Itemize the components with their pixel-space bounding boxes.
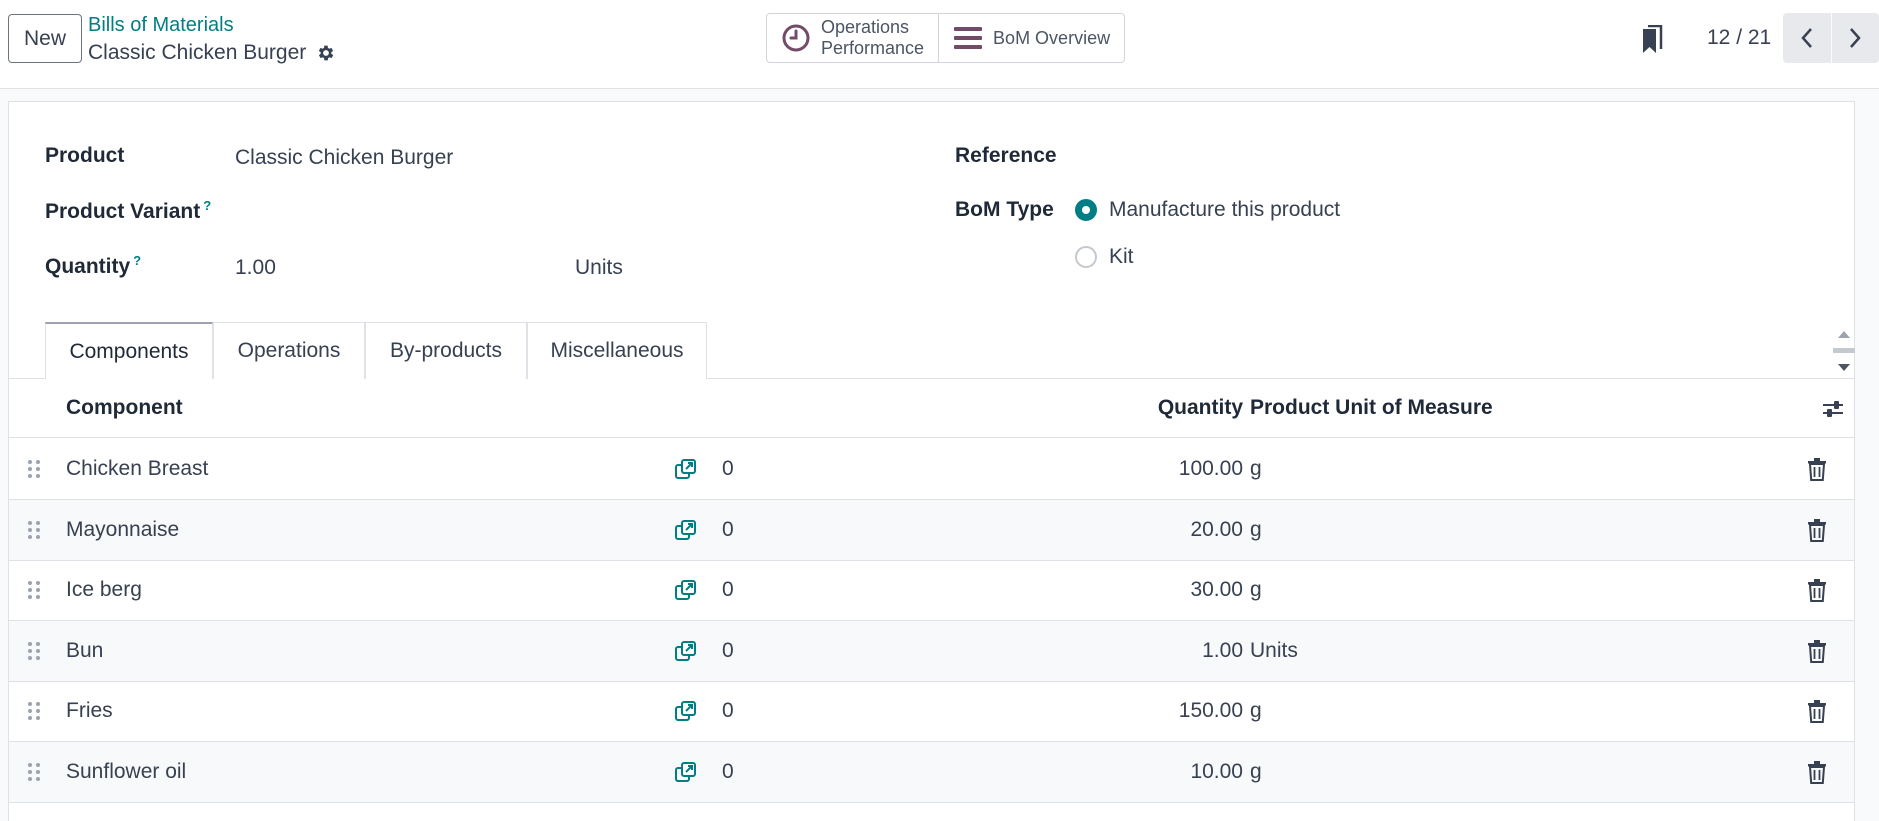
stock-cell: 0 xyxy=(722,760,734,784)
table-row[interactable]: Chicken Breast 0 100.00 g xyxy=(9,439,1854,500)
control-panel: New Bills of Materials Classic Chicken B… xyxy=(0,0,1879,89)
breadcrumb-parent[interactable]: Bills of Materials xyxy=(88,14,234,37)
chevron-right-icon xyxy=(1848,27,1862,49)
bom-overview-label: BoM Overview xyxy=(993,28,1110,49)
bom-type-kit-radio[interactable]: Kit xyxy=(1075,245,1134,269)
column-header-uom[interactable]: Product Unit of Measure xyxy=(1250,396,1493,420)
reference-field[interactable] xyxy=(1075,146,1675,172)
drag-handle-icon[interactable] xyxy=(27,641,41,661)
radio-unselected-icon xyxy=(1075,246,1097,268)
stock-cell: 0 xyxy=(722,639,734,663)
uom-cell[interactable]: g xyxy=(1250,760,1262,784)
bom-type-manufacture-radio[interactable]: Manufacture this product xyxy=(1075,198,1340,222)
column-header-component[interactable]: Component xyxy=(66,396,183,420)
quantity-cell[interactable]: 100.00 xyxy=(1113,457,1243,481)
help-icon[interactable]: ? xyxy=(133,253,141,268)
notebook-tabs: Components Operations By-products Miscel… xyxy=(9,322,1854,379)
external-link-icon[interactable] xyxy=(674,578,698,602)
drag-handle-icon[interactable] xyxy=(27,520,41,540)
tab-miscellaneous[interactable]: Miscellaneous xyxy=(527,322,707,379)
breadcrumb-current: Classic Chicken Burger xyxy=(88,41,336,65)
drag-handle-icon[interactable] xyxy=(27,762,41,782)
clock-icon xyxy=(781,23,811,53)
bom-type-label: BoM Type xyxy=(955,198,1054,222)
quantity-cell[interactable]: 1.00 xyxy=(1113,639,1243,663)
drag-handle-icon[interactable] xyxy=(27,580,41,600)
quantity-cell[interactable]: 10.00 xyxy=(1113,760,1243,784)
component-cell[interactable]: Bun xyxy=(66,639,103,663)
trash-icon[interactable] xyxy=(1807,519,1827,542)
quantity-cell[interactable]: 30.00 xyxy=(1113,578,1243,602)
quantity-uom-field[interactable]: Units xyxy=(575,256,623,280)
breadcrumb-current-label: Classic Chicken Burger xyxy=(88,41,306,65)
table-row[interactable]: Fries 0 150.00 g xyxy=(9,681,1854,742)
uom-cell[interactable]: Units xyxy=(1250,639,1298,663)
component-cell[interactable]: Mayonnaise xyxy=(66,518,179,542)
product-label: Product xyxy=(45,144,124,168)
tab-by-products[interactable]: By-products xyxy=(365,322,527,379)
help-icon[interactable]: ? xyxy=(203,198,211,213)
pager-next-button[interactable] xyxy=(1832,13,1879,63)
bookmark-icon[interactable] xyxy=(1641,25,1663,55)
drag-handle-icon[interactable] xyxy=(27,459,41,479)
radio-selected-icon xyxy=(1075,199,1097,221)
quantity-cell[interactable]: 20.00 xyxy=(1113,518,1243,542)
stock-cell: 0 xyxy=(722,457,734,481)
table-row[interactable]: Ice berg 0 30.00 g xyxy=(9,560,1854,621)
table-row[interactable]: Sunflower oil 0 10.00 g xyxy=(9,742,1854,803)
uom-cell[interactable]: g xyxy=(1250,457,1262,481)
component-cell[interactable]: Sunflower oil xyxy=(66,760,186,784)
trash-icon[interactable] xyxy=(1807,458,1827,481)
form-sheet: Product Classic Chicken Burger Product V… xyxy=(8,101,1855,821)
component-cell[interactable]: Ice berg xyxy=(66,578,142,602)
trash-icon[interactable] xyxy=(1807,700,1827,723)
product-variant-field[interactable] xyxy=(235,200,715,226)
external-link-icon[interactable] xyxy=(674,457,698,481)
bars-icon xyxy=(953,25,983,51)
drag-handle-icon[interactable] xyxy=(27,701,41,721)
tabs-scroll-indicator[interactable] xyxy=(1831,325,1857,377)
chevron-left-icon xyxy=(1800,27,1814,49)
column-header-quantity[interactable]: Quantity xyxy=(1154,396,1243,420)
bom-overview-button[interactable]: BoM Overview xyxy=(938,14,1124,62)
operations-performance-button[interactable]: Operations Performance xyxy=(767,14,938,62)
quantity-label: Quantity? xyxy=(45,253,141,279)
pager-buttons xyxy=(1783,13,1879,63)
trash-icon[interactable] xyxy=(1807,579,1827,602)
product-variant-label: Product Variant? xyxy=(45,198,211,224)
uom-cell[interactable]: g xyxy=(1250,518,1262,542)
stock-cell: 0 xyxy=(722,518,734,542)
stock-cell: 0 xyxy=(722,578,734,602)
pager-value[interactable]: 12 / 21 xyxy=(1707,26,1771,50)
external-link-icon[interactable] xyxy=(674,518,698,542)
table-row[interactable]: Bun 0 1.00 Units xyxy=(9,621,1854,682)
external-link-icon[interactable] xyxy=(674,639,698,663)
trash-icon[interactable] xyxy=(1807,640,1827,663)
quantity-field[interactable]: 1.00 xyxy=(235,256,276,280)
uom-cell[interactable]: g xyxy=(1250,699,1262,723)
external-link-icon[interactable] xyxy=(674,699,698,723)
gear-icon[interactable] xyxy=(316,43,336,63)
pager-previous-button[interactable] xyxy=(1783,13,1832,63)
component-cell[interactable]: Chicken Breast xyxy=(66,457,208,481)
new-button[interactable]: New xyxy=(8,14,82,63)
uom-cell[interactable]: g xyxy=(1250,578,1262,602)
stock-cell: 0 xyxy=(722,699,734,723)
component-cell[interactable]: Fries xyxy=(66,699,113,723)
operations-performance-label: Operations Performance xyxy=(821,17,924,59)
product-field[interactable]: Classic Chicken Burger xyxy=(235,146,453,170)
table-row[interactable]: Mayonnaise 0 20.00 g xyxy=(9,500,1854,561)
quantity-cell[interactable]: 150.00 xyxy=(1113,699,1243,723)
tab-operations[interactable]: Operations xyxy=(213,322,365,379)
external-link-icon[interactable] xyxy=(674,760,698,784)
reference-label: Reference xyxy=(955,144,1057,168)
tab-components[interactable]: Components xyxy=(45,322,213,380)
trash-icon[interactable] xyxy=(1807,761,1827,784)
smart-buttons: Operations Performance BoM Overview xyxy=(766,13,1125,63)
sliders-icon[interactable] xyxy=(1822,399,1844,419)
components-table-header: Component Quantity Product Unit of Measu… xyxy=(9,379,1854,438)
